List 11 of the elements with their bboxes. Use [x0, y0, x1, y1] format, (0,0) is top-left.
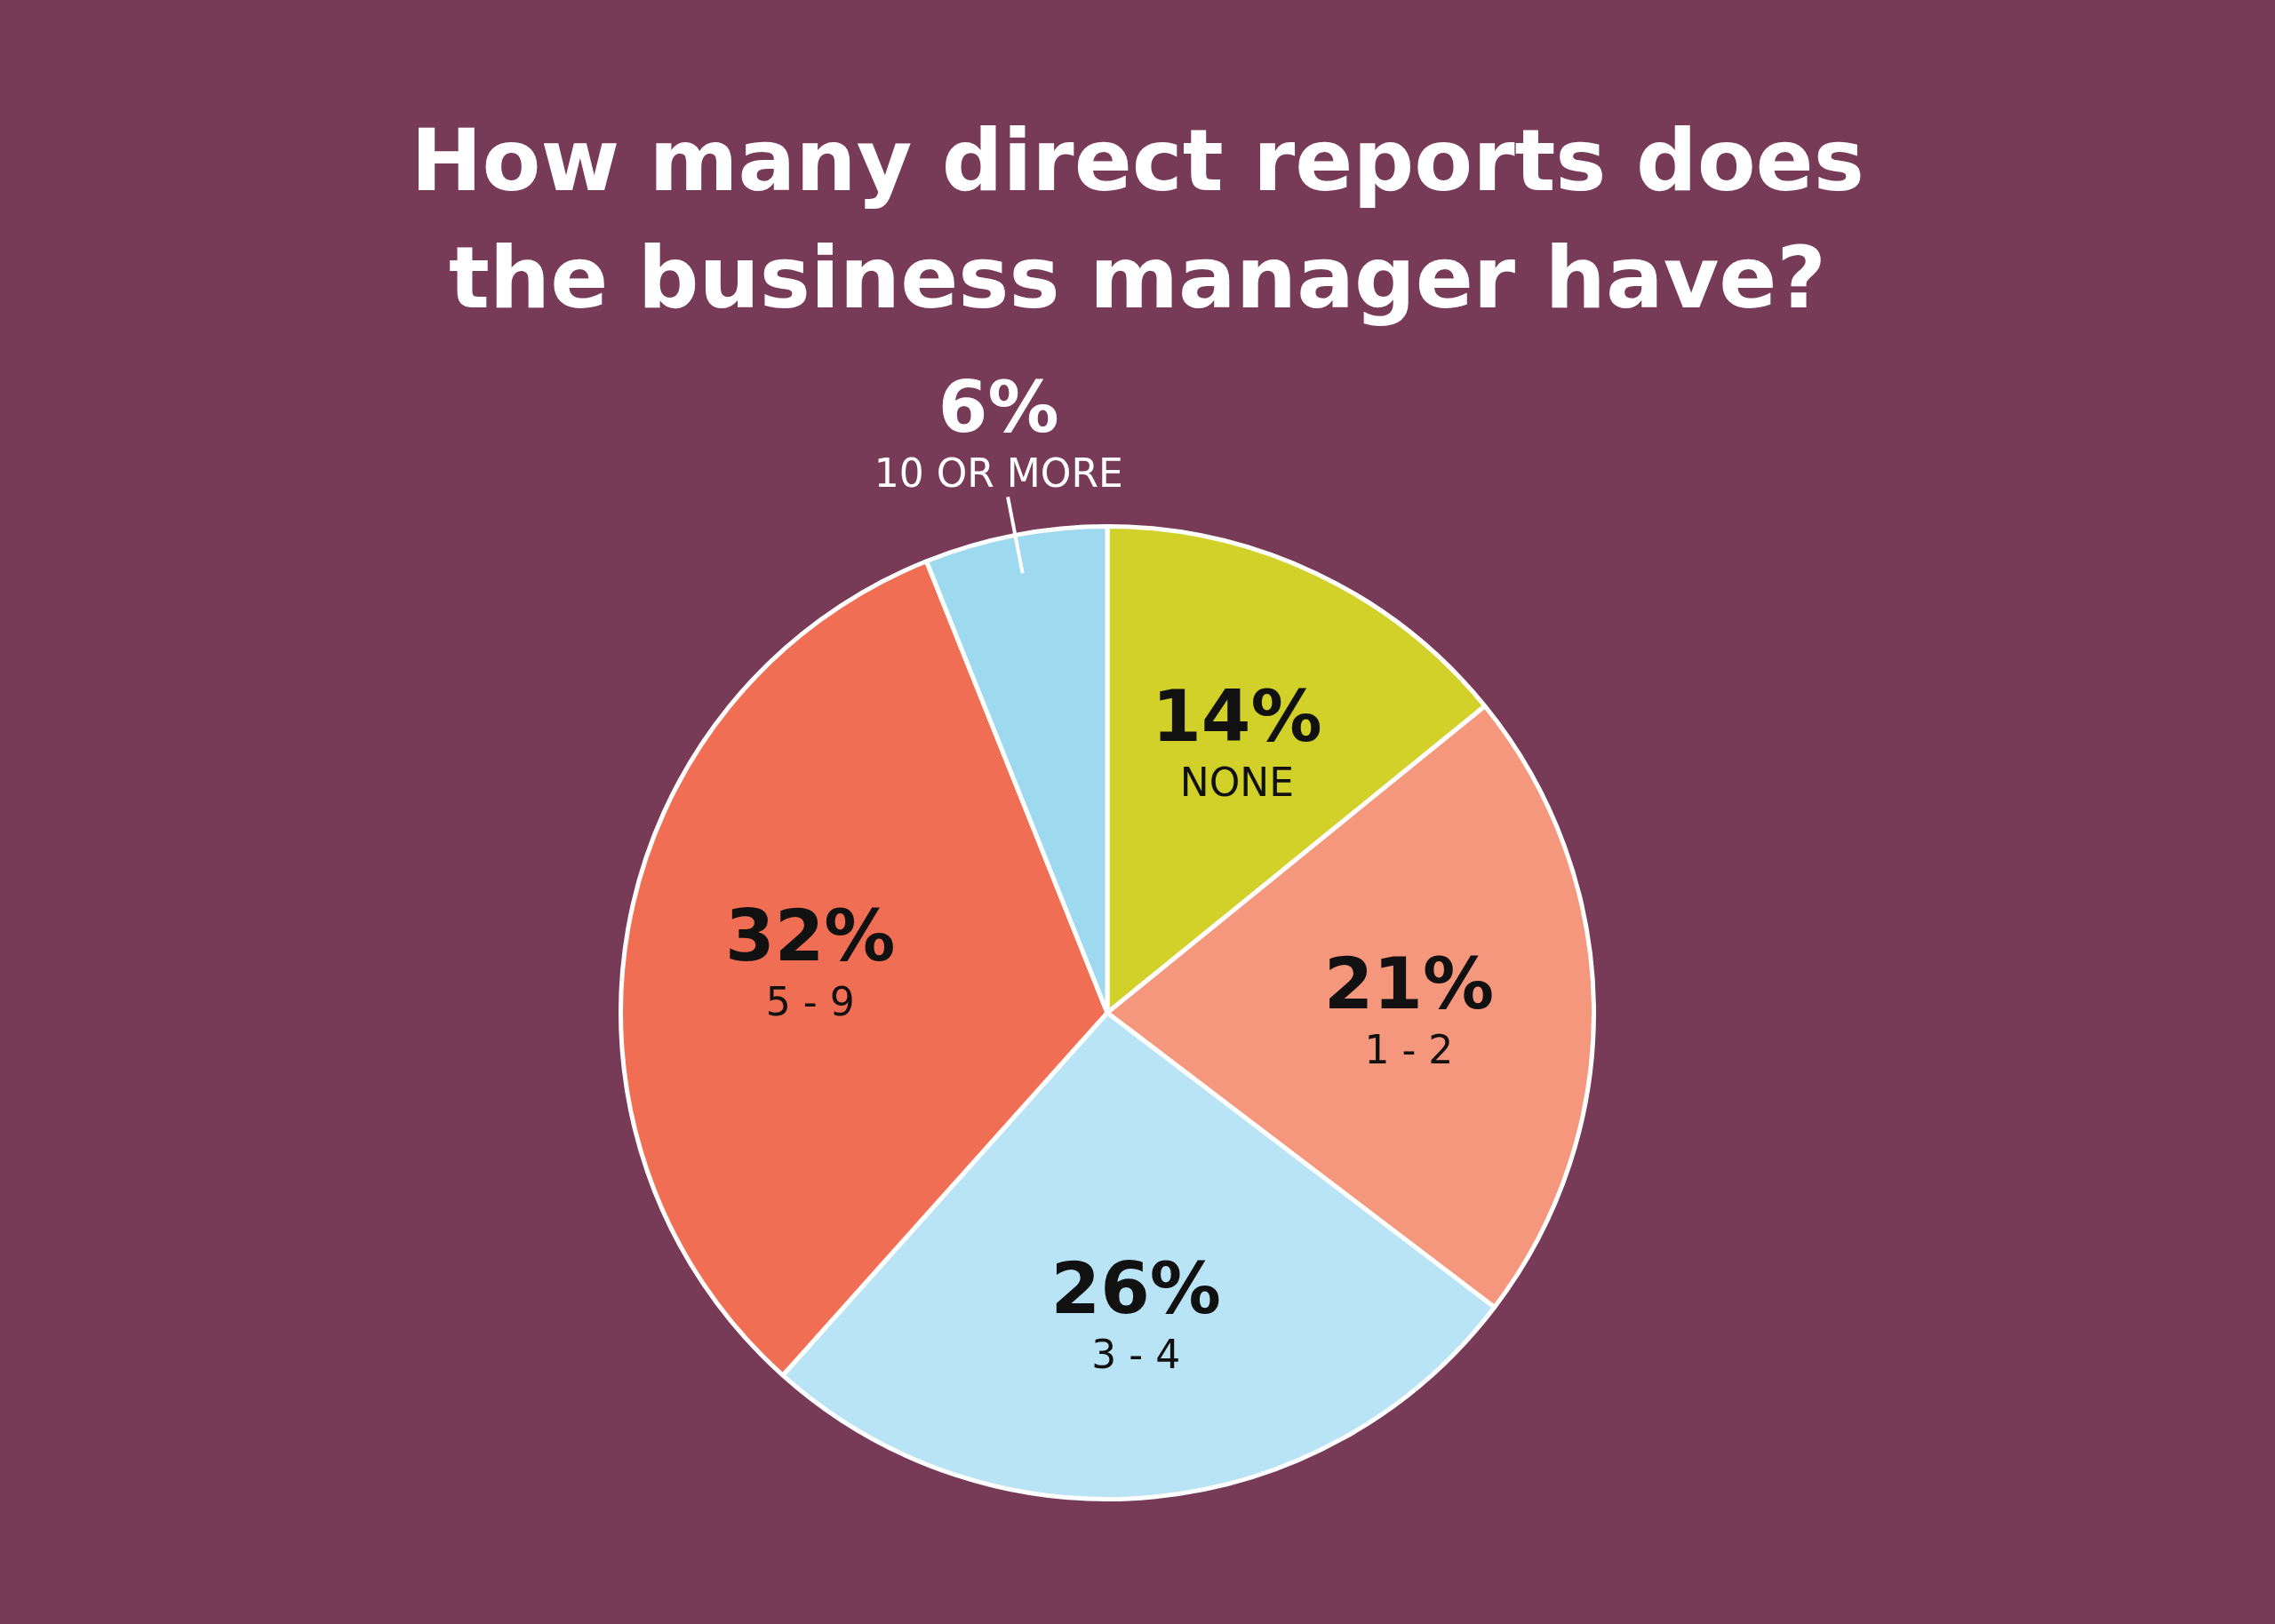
- slice-label: 10 OR MORE: [874, 450, 1123, 496]
- data-label: 32%: [724, 895, 896, 978]
- data-label: 26%: [1050, 1246, 1222, 1330]
- data-label: 21%: [1323, 942, 1495, 1025]
- slice-label: 5 - 9: [765, 979, 855, 1025]
- data-label: 14%: [1152, 674, 1322, 758]
- slice-label: 3 - 4: [1091, 1331, 1181, 1377]
- slice-label: NONE: [1179, 759, 1295, 805]
- slice-label: 1 - 2: [1364, 1026, 1454, 1072]
- data-label: 6%: [938, 365, 1059, 449]
- chart-title: How many direct reports does the business manager have?: [410, 110, 1865, 330]
